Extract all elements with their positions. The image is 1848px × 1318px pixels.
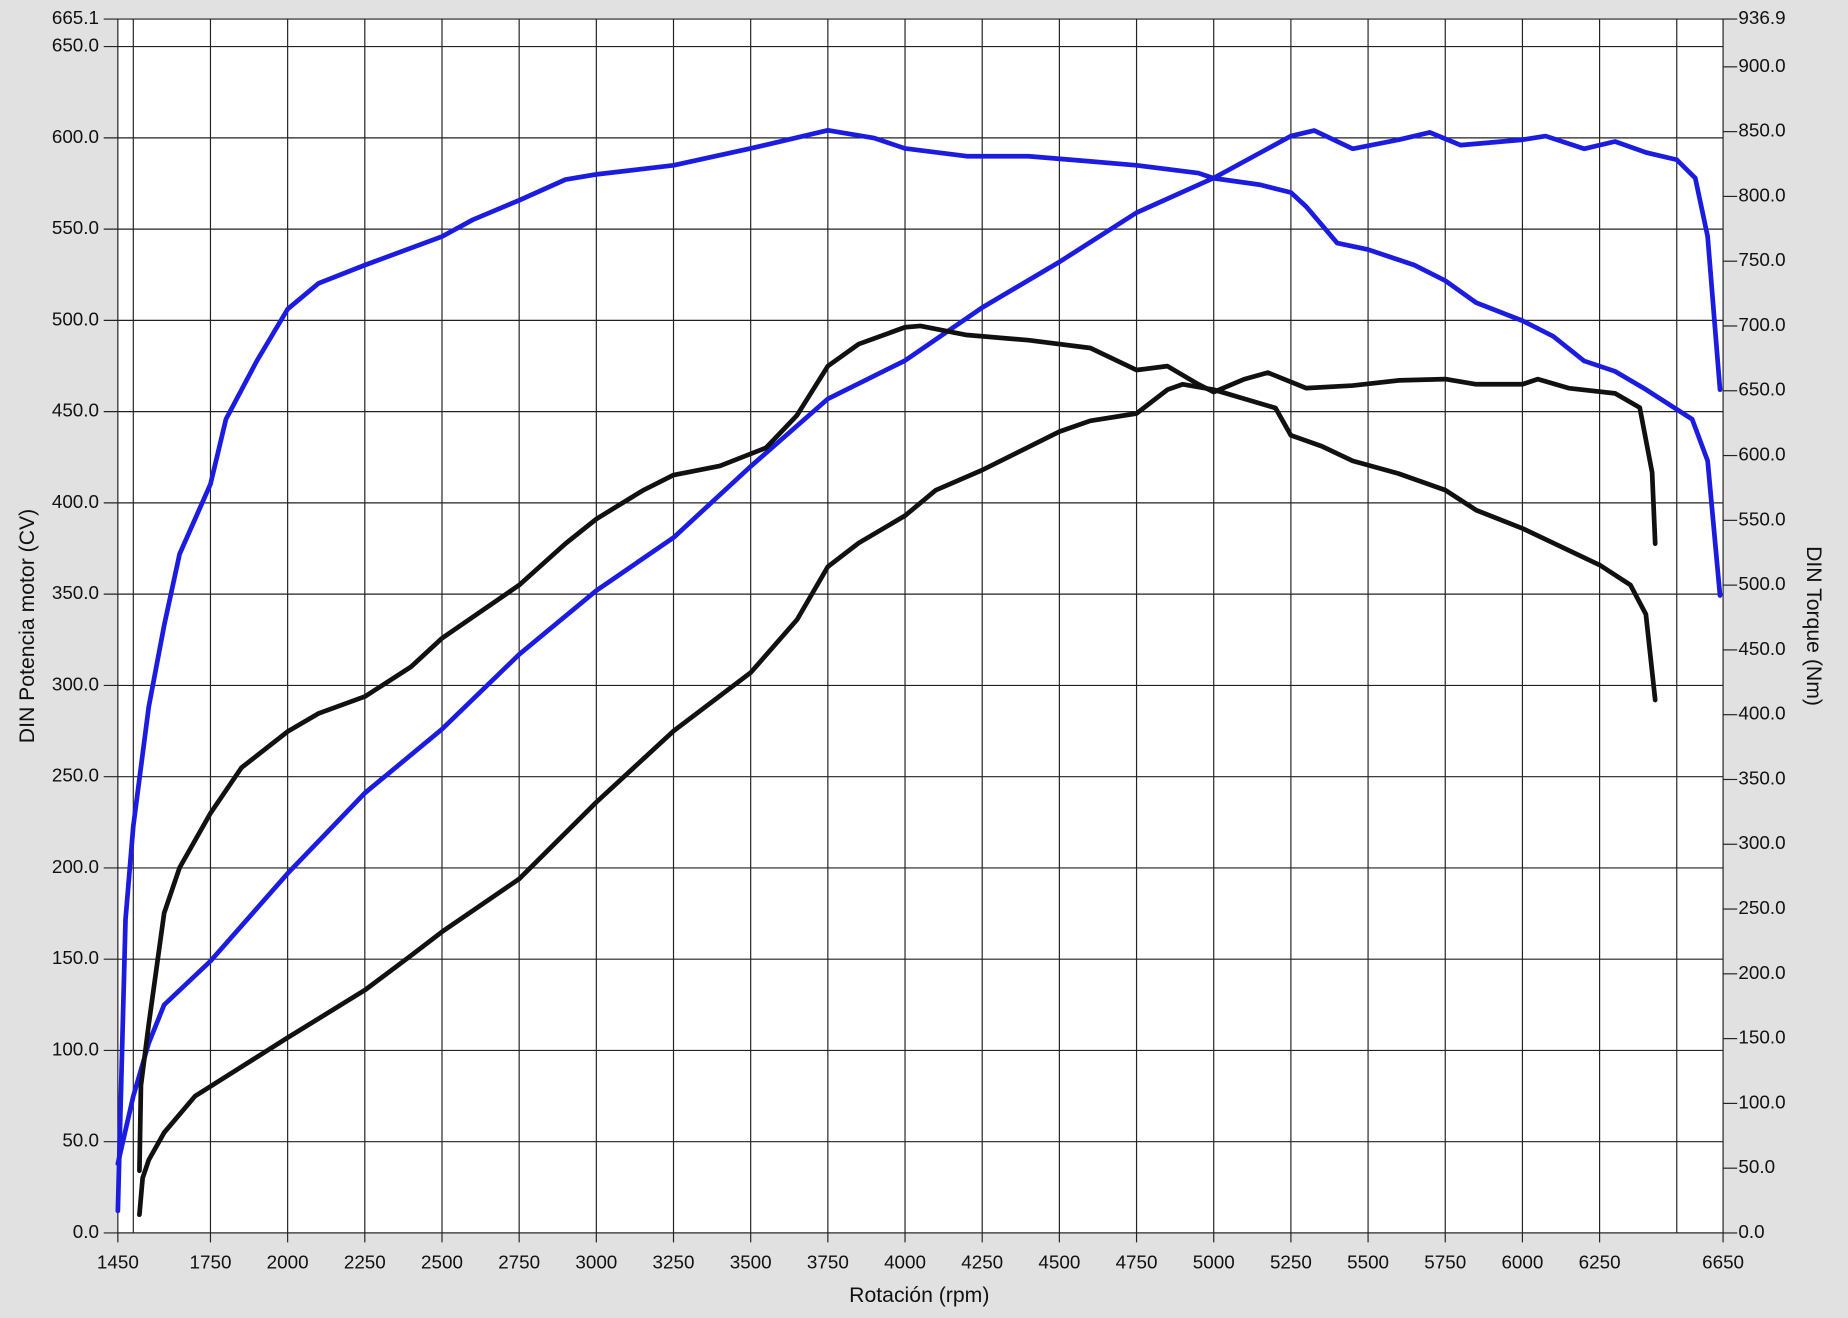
y2-axis-label: DIN Torque (Nm) <box>1802 546 1825 706</box>
x-tick-label: 6650 <box>1702 1252 1744 1273</box>
y2-tick-label: 650.0 <box>1738 379 1785 400</box>
y-tick-label: 50.0 <box>62 1130 99 1151</box>
y-tick-label: 350.0 <box>52 582 99 603</box>
x-tick-label: 4250 <box>961 1252 1003 1273</box>
y-tick-label: 550.0 <box>52 217 99 238</box>
y2-tick-label: 0.0 <box>1738 1221 1764 1242</box>
y2-tick-label: 500.0 <box>1738 573 1785 594</box>
series-line <box>115 127 1723 1214</box>
x-tick-label: 3000 <box>575 1252 617 1273</box>
x-tick-label: 5750 <box>1424 1252 1466 1273</box>
x-tick-label: 3500 <box>730 1252 772 1273</box>
y-axis-label: DIN Potencia motor (CV) <box>16 509 39 743</box>
x-tick-label: 3250 <box>653 1252 695 1273</box>
x-tick-label: 6000 <box>1501 1252 1543 1273</box>
x-tick-label: 3750 <box>807 1252 849 1273</box>
x-tick-label: 2000 <box>267 1252 309 1273</box>
series-line <box>115 128 1723 1167</box>
x-axis-label: Rotación (rpm) <box>849 1284 989 1307</box>
x-tick-label: 5000 <box>1193 1252 1235 1273</box>
x-tick-label: 2500 <box>421 1252 463 1273</box>
x-tick-label: 2250 <box>344 1252 386 1273</box>
x-tick-label: 4000 <box>884 1252 926 1273</box>
x-tick-label: 1750 <box>190 1252 232 1273</box>
y-tick-label: 650.0 <box>52 35 99 56</box>
y-tick-label: 450.0 <box>52 400 99 421</box>
y2-tick-label: 850.0 <box>1738 120 1785 141</box>
x-tick-label: 5500 <box>1347 1252 1389 1273</box>
y-tick-label: 600.0 <box>52 126 99 147</box>
y-tick-label: 0.0 <box>73 1221 99 1242</box>
y2-tick-label: 100.0 <box>1738 1091 1785 1112</box>
y-tick-label: 665.1 <box>52 7 99 28</box>
y2-tick-label: 400.0 <box>1738 703 1785 724</box>
y2-tick-label: 300.0 <box>1738 832 1785 853</box>
y-tick-label: 200.0 <box>52 856 99 877</box>
y-tick-label: 300.0 <box>52 673 99 694</box>
y2-tick-label: 250.0 <box>1738 897 1785 918</box>
x-tick-label: 1450 <box>97 1252 139 1273</box>
y2-tick-label: 450.0 <box>1738 638 1785 659</box>
y2-tick-label: 750.0 <box>1738 249 1785 270</box>
x-tick-label: 4500 <box>1038 1252 1080 1273</box>
y2-tick-label: 936.9 <box>1738 7 1785 28</box>
y2-tick-label: 50.0 <box>1738 1156 1775 1177</box>
x-tick-label: 6250 <box>1579 1252 1621 1273</box>
y2-tick-label: 350.0 <box>1738 767 1785 788</box>
x-tick-label: 4750 <box>1116 1252 1158 1273</box>
y2-tick-label: 150.0 <box>1738 1027 1785 1048</box>
y-tick-label: 400.0 <box>52 491 99 512</box>
y2-tick-label: 700.0 <box>1738 314 1785 335</box>
x-tick-label: 5250 <box>1270 1252 1312 1273</box>
x-tick-label: 2750 <box>498 1252 540 1273</box>
y-tick-label: 500.0 <box>52 308 99 329</box>
y-tick-label: 250.0 <box>52 765 99 786</box>
y-tick-label: 150.0 <box>52 947 99 968</box>
plot-area <box>117 19 1724 1233</box>
series-line <box>137 381 1658 1218</box>
y2-tick-label: 600.0 <box>1738 444 1785 465</box>
y2-tick-label: 550.0 <box>1738 508 1785 529</box>
series-line <box>137 323 1658 1174</box>
y2-tick-label: 900.0 <box>1738 55 1785 76</box>
y2-tick-label: 200.0 <box>1738 962 1785 983</box>
y2-tick-label: 800.0 <box>1738 184 1785 205</box>
y-tick-label: 100.0 <box>52 1038 99 1059</box>
